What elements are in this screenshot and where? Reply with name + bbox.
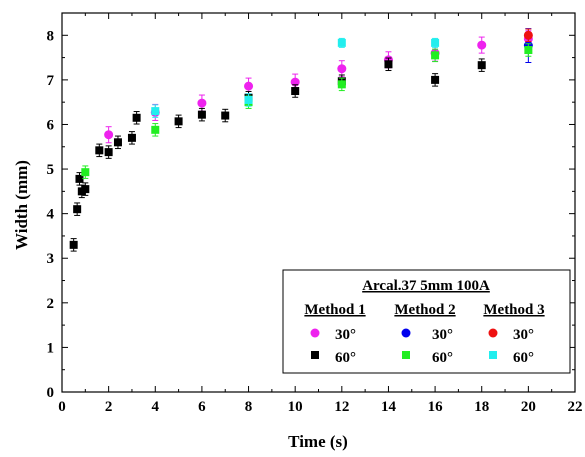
data-point bbox=[174, 117, 183, 126]
x-tick-label: 4 bbox=[152, 399, 160, 415]
data-point bbox=[104, 148, 113, 157]
legend-box bbox=[282, 269, 571, 374]
data-point bbox=[291, 87, 300, 96]
legend-angle-method3-60: 60° bbox=[513, 350, 534, 366]
data-point bbox=[197, 98, 207, 108]
x-tick-label: 8 bbox=[245, 399, 253, 415]
data-point bbox=[81, 168, 90, 177]
data-point bbox=[197, 110, 206, 119]
y-tick-label: 3 bbox=[47, 251, 55, 267]
x-tick-label: 22 bbox=[568, 399, 583, 415]
legend-angle-method3-30: 30° bbox=[513, 327, 534, 343]
data-point bbox=[73, 205, 82, 214]
data-point bbox=[151, 125, 160, 134]
data-point bbox=[81, 185, 90, 194]
data-point bbox=[104, 130, 114, 140]
data-point bbox=[244, 95, 253, 104]
data-point bbox=[151, 107, 160, 116]
data-point bbox=[127, 133, 136, 142]
legend-angle-method2-60: 60° bbox=[432, 350, 453, 366]
x-axis-label: Time (s) bbox=[288, 432, 348, 451]
plot-area bbox=[69, 28, 533, 252]
x-tick-label: 14 bbox=[381, 399, 397, 415]
data-point bbox=[431, 38, 440, 47]
x-tick-label: 12 bbox=[334, 399, 349, 415]
data-point bbox=[523, 30, 533, 40]
x-tick-label: 20 bbox=[521, 399, 536, 415]
x-tick-label: 6 bbox=[198, 399, 206, 415]
data-point bbox=[337, 80, 346, 89]
legend-angle-method1-60: 60° bbox=[335, 350, 356, 366]
legend-marker-method2-60 bbox=[402, 351, 410, 359]
y-tick-label: 8 bbox=[47, 28, 55, 44]
data-point bbox=[337, 64, 347, 74]
legend-angle-method1-30: 30° bbox=[335, 327, 356, 343]
data-point bbox=[431, 51, 440, 60]
legend-title: Arcal.37 5mm 100A bbox=[362, 278, 490, 294]
data-point bbox=[477, 61, 486, 70]
data-point bbox=[75, 174, 84, 183]
y-axis-label: Width (mm) bbox=[12, 160, 31, 250]
y-tick-label: 4 bbox=[47, 207, 55, 223]
legend-group-method-2: Method 2 bbox=[394, 302, 455, 318]
data-point bbox=[337, 38, 346, 47]
y-tick-label: 5 bbox=[47, 162, 55, 178]
data-point bbox=[431, 75, 440, 84]
legend-group-method-1: Method 1 bbox=[304, 302, 365, 318]
legend-marker-method3-30 bbox=[488, 328, 498, 338]
y-tick-label: 1 bbox=[47, 340, 55, 356]
data-point bbox=[95, 146, 104, 155]
data-point bbox=[244, 81, 254, 91]
data-point bbox=[477, 40, 487, 50]
data-point bbox=[113, 138, 122, 147]
y-tick-label: 7 bbox=[47, 73, 55, 89]
data-point bbox=[221, 111, 230, 120]
legend-angle-method2-30: 30° bbox=[432, 327, 453, 343]
legend-marker-method2-30 bbox=[401, 328, 411, 338]
legend-marker-method3-60 bbox=[489, 351, 497, 359]
y-tick-label: 0 bbox=[47, 385, 55, 401]
data-point bbox=[69, 240, 78, 249]
x-tick-label: 0 bbox=[58, 399, 66, 415]
x-tick-label: 16 bbox=[428, 399, 444, 415]
data-point bbox=[524, 46, 533, 55]
x-tick-label: 2 bbox=[105, 399, 113, 415]
y-tick-label: 2 bbox=[47, 296, 55, 312]
legend: Arcal.37 5mm 100A Method 1 Method 2 Meth… bbox=[282, 269, 571, 374]
x-tick-label: 10 bbox=[288, 399, 303, 415]
legend-group-method-3: Method 3 bbox=[483, 302, 544, 318]
y-tick-label: 6 bbox=[47, 117, 55, 133]
data-point bbox=[384, 60, 393, 69]
x-tick-label: 18 bbox=[474, 399, 489, 415]
legend-marker-method1-30 bbox=[310, 328, 320, 338]
legend-marker-method1-60 bbox=[311, 351, 319, 359]
data-point bbox=[132, 113, 141, 122]
